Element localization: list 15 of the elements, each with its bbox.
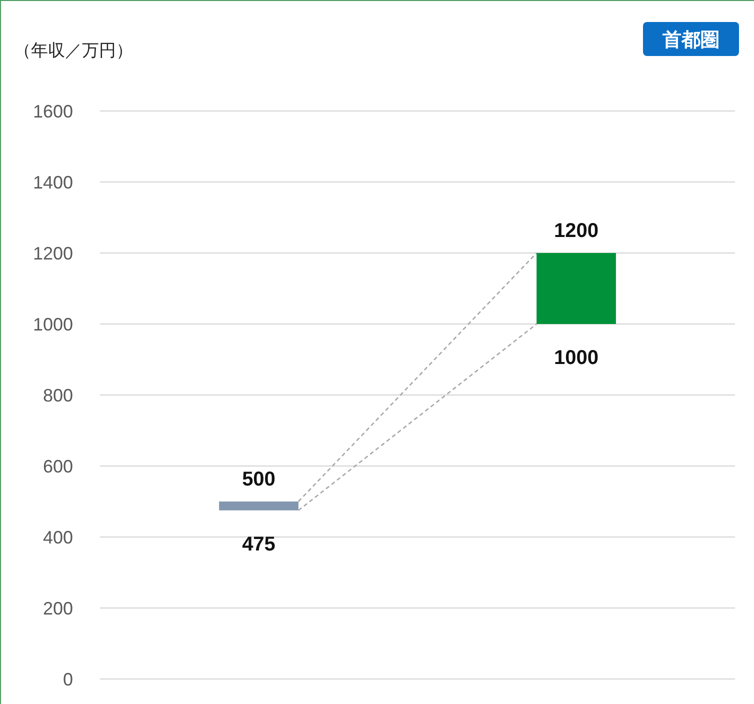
y-tick-label: 1200 xyxy=(32,243,73,264)
y-axis-title: （年収／万円） xyxy=(14,41,133,60)
data-label: 1200 xyxy=(554,220,598,242)
y-tick-label: 1600 xyxy=(32,101,73,122)
chart-title: 首都圏 xyxy=(662,29,720,51)
y-tick-label: 800 xyxy=(42,385,73,406)
data-label: 500 xyxy=(242,468,276,490)
annotation: 1000 xyxy=(554,347,598,369)
y-tick-label: 1400 xyxy=(32,172,73,192)
y-tick-label: 400 xyxy=(42,527,73,548)
y-tick-label: 0 xyxy=(62,669,73,690)
y-tick-label: 600 xyxy=(42,456,73,476)
y-tick-label: 1000 xyxy=(32,314,73,334)
annotation: 475 xyxy=(242,533,276,556)
y-tick-label: 200 xyxy=(42,598,73,618)
